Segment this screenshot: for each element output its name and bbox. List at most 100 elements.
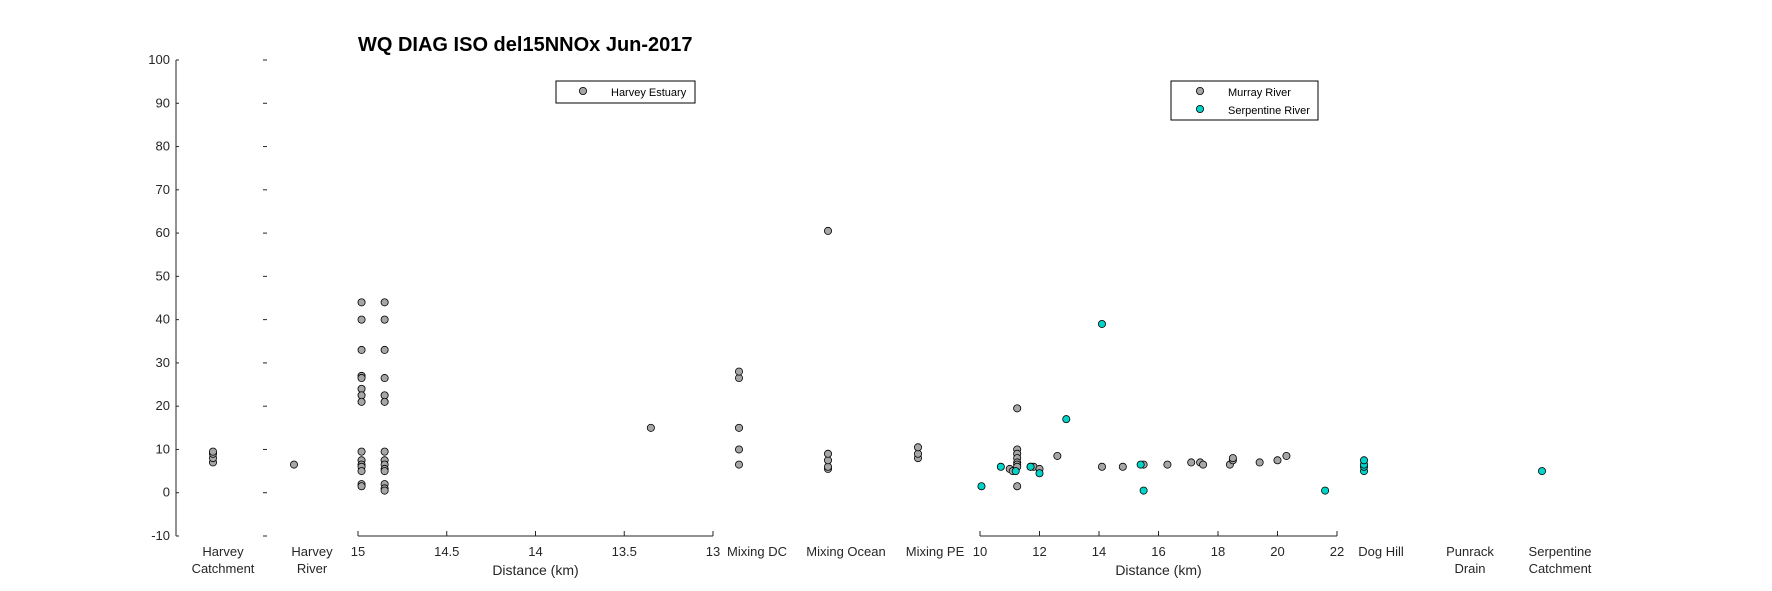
- legend-serpentine-marker: [1196, 105, 1205, 114]
- point-murray-river: [1118, 462, 1127, 471]
- y-tick-label: 100: [148, 52, 170, 67]
- harvey-estuary-x-tick-label: 15: [351, 544, 365, 559]
- point-harvey-estuary: [357, 447, 366, 456]
- legend-harvey-marker: [579, 87, 588, 96]
- category-label-mixing_pe: Mixing PE: [906, 544, 965, 559]
- point-serpentine-river: [977, 482, 986, 491]
- point-harvey-estuary: [357, 467, 366, 476]
- legend-murray-label: Murray River: [1228, 87, 1291, 99]
- point-murray-river: [1273, 456, 1282, 465]
- legend-harvey-label: Harvey Estuary: [611, 87, 687, 99]
- y-tick-label: 80: [156, 139, 170, 154]
- point-harvey-estuary: [380, 298, 389, 307]
- point-mixing_dc: [735, 445, 744, 454]
- point-murray-river: [1187, 458, 1196, 467]
- points-layer: [208, 226, 1547, 495]
- y-tick-label: 90: [156, 95, 170, 110]
- legend-harvey-box: [555, 80, 696, 104]
- point-murray-river: [1013, 482, 1022, 491]
- point-murray-river: [1013, 404, 1022, 413]
- point-harvey-estuary: [357, 374, 366, 383]
- category-label-mixing_dc: Mixing DC: [727, 544, 787, 559]
- point-harvey-estuary: [380, 374, 389, 383]
- legend-harvey: Harvey Estuary: [555, 80, 696, 104]
- point-harvey-estuary: [646, 423, 655, 432]
- point-harvey-estuary: [380, 345, 389, 354]
- category-label-dog_hill: Dog Hill: [1358, 544, 1404, 559]
- point-mixing_dc: [735, 423, 744, 432]
- point-serpentine-river: [996, 462, 1005, 471]
- point-mixing_pe: [914, 443, 923, 452]
- category-label-punrack_drain: Punrack: [1446, 544, 1494, 559]
- category-label-harvey_catchment: Harvey: [202, 544, 244, 559]
- point-serpentine-river: [1321, 486, 1330, 495]
- point-harvey-estuary: [357, 315, 366, 324]
- point-harvey-estuary: [380, 447, 389, 456]
- point-serpentine-river: [1035, 469, 1044, 478]
- point-serpentine-river: [1011, 467, 1020, 476]
- point-murray-river: [1199, 460, 1208, 469]
- point-serpentine-river: [1026, 462, 1035, 471]
- category-label-mixing_ocean: Mixing Ocean: [806, 544, 885, 559]
- y-tick-label: 50: [156, 268, 170, 283]
- lower-rivers-x-tick-label: 18: [1211, 544, 1225, 559]
- legend-murray-marker: [1196, 87, 1205, 96]
- legend-rivers-box: [1170, 80, 1319, 121]
- point-murray-river: [1282, 451, 1291, 460]
- point-serpentine_catchment: [1538, 467, 1547, 476]
- point-harvey_catchment: [208, 447, 217, 456]
- point-mixing_dc: [735, 367, 744, 376]
- category-label-serpentine_catchment: Catchment: [1529, 561, 1592, 576]
- point-harvey-estuary: [357, 482, 366, 491]
- lower-rivers-x-tick-label: 12: [1032, 544, 1046, 559]
- point-murray-river: [1053, 451, 1062, 460]
- category-label-serpentine_catchment: Serpentine: [1529, 544, 1592, 559]
- chart-title: WQ DIAG ISO del15NNOx Jun-2017: [358, 34, 693, 56]
- point-murray-river: [1228, 454, 1237, 463]
- point-mixing_ocean: [824, 449, 833, 458]
- point-murray-river: [1255, 458, 1264, 467]
- legend-serpentine-label: Serpentine River: [1228, 105, 1310, 117]
- point-harvey-estuary: [380, 486, 389, 495]
- lower-rivers-x-tick-label: 14: [1092, 544, 1106, 559]
- category-label-harvey_river: Harvey: [291, 544, 333, 559]
- point-harvey_river: [289, 460, 298, 469]
- category-label-harvey_river: River: [297, 561, 328, 576]
- y-tick-label: 30: [156, 355, 170, 370]
- point-mixing_ocean: [824, 226, 833, 235]
- lower-rivers-x-tick-label: 20: [1270, 544, 1284, 559]
- point-harvey-estuary: [357, 397, 366, 406]
- harvey-estuary-x-tick-label: 14.5: [434, 544, 459, 559]
- y-tick-label: -10: [151, 528, 170, 543]
- point-harvey-estuary: [357, 345, 366, 354]
- point-serpentine-river: [1136, 460, 1145, 469]
- point-dog_hill: [1360, 456, 1369, 465]
- point-serpentine-river: [1139, 486, 1148, 495]
- axes-layer: -10 0 10 20 30 40 50 60 70 80 90 100 Harvey Catchment…: [148, 52, 1592, 578]
- point-murray-river: [1097, 462, 1106, 471]
- point-murray-river: [1163, 460, 1172, 469]
- harvey-estuary-x-tick-label: 13: [706, 544, 720, 559]
- y-tick-label: 10: [156, 441, 170, 456]
- y-tick-label: 0: [163, 485, 170, 500]
- category-label-punrack_drain: Drain: [1454, 561, 1485, 576]
- lower-rivers-x-tick-label: 22: [1330, 544, 1344, 559]
- point-harvey-estuary: [380, 315, 389, 324]
- lower-rivers-x-tick-label: 10: [973, 544, 987, 559]
- y-tick-label: 70: [156, 182, 170, 197]
- point-mixing_dc: [735, 460, 744, 469]
- lower-rivers-x-tick-label: 16: [1151, 544, 1165, 559]
- harvey-estuary-x-tick-label: 13.5: [612, 544, 637, 559]
- point-harvey-estuary: [357, 298, 366, 307]
- lower-rivers-x-axis-title: Distance (km): [1115, 562, 1201, 578]
- legend-rivers: Murray River Serpentine River: [1170, 80, 1319, 121]
- category-label-harvey_catchment: Catchment: [192, 561, 255, 576]
- harvey-estuary-x-axis-title: Distance (km): [492, 562, 578, 578]
- point-serpentine-river: [1062, 415, 1071, 424]
- y-tick-label: 60: [156, 225, 170, 240]
- point-harvey-estuary: [380, 397, 389, 406]
- point-serpentine-river: [1097, 319, 1106, 328]
- point-harvey-estuary: [380, 467, 389, 476]
- y-tick-label: 40: [156, 312, 170, 327]
- y-tick-label: 20: [156, 398, 170, 413]
